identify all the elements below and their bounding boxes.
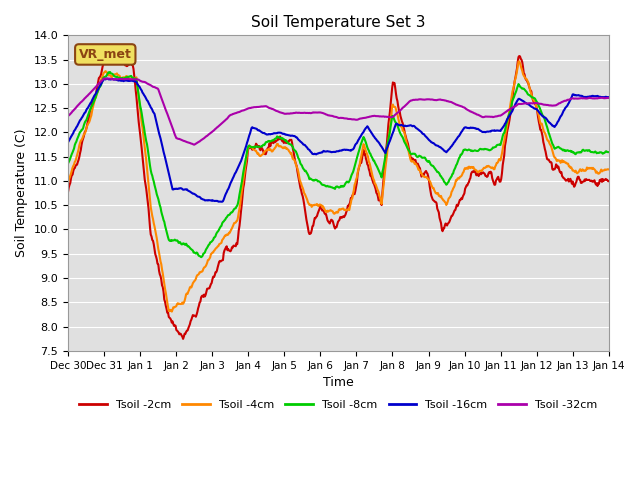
Text: VR_met: VR_met bbox=[79, 48, 132, 61]
X-axis label: Time: Time bbox=[323, 376, 354, 389]
Legend: Tsoil -2cm, Tsoil -4cm, Tsoil -8cm, Tsoil -16cm, Tsoil -32cm: Tsoil -2cm, Tsoil -4cm, Tsoil -8cm, Tsoi… bbox=[75, 396, 602, 415]
Title: Soil Temperature Set 3: Soil Temperature Set 3 bbox=[251, 15, 426, 30]
Y-axis label: Soil Temperature (C): Soil Temperature (C) bbox=[15, 129, 28, 257]
